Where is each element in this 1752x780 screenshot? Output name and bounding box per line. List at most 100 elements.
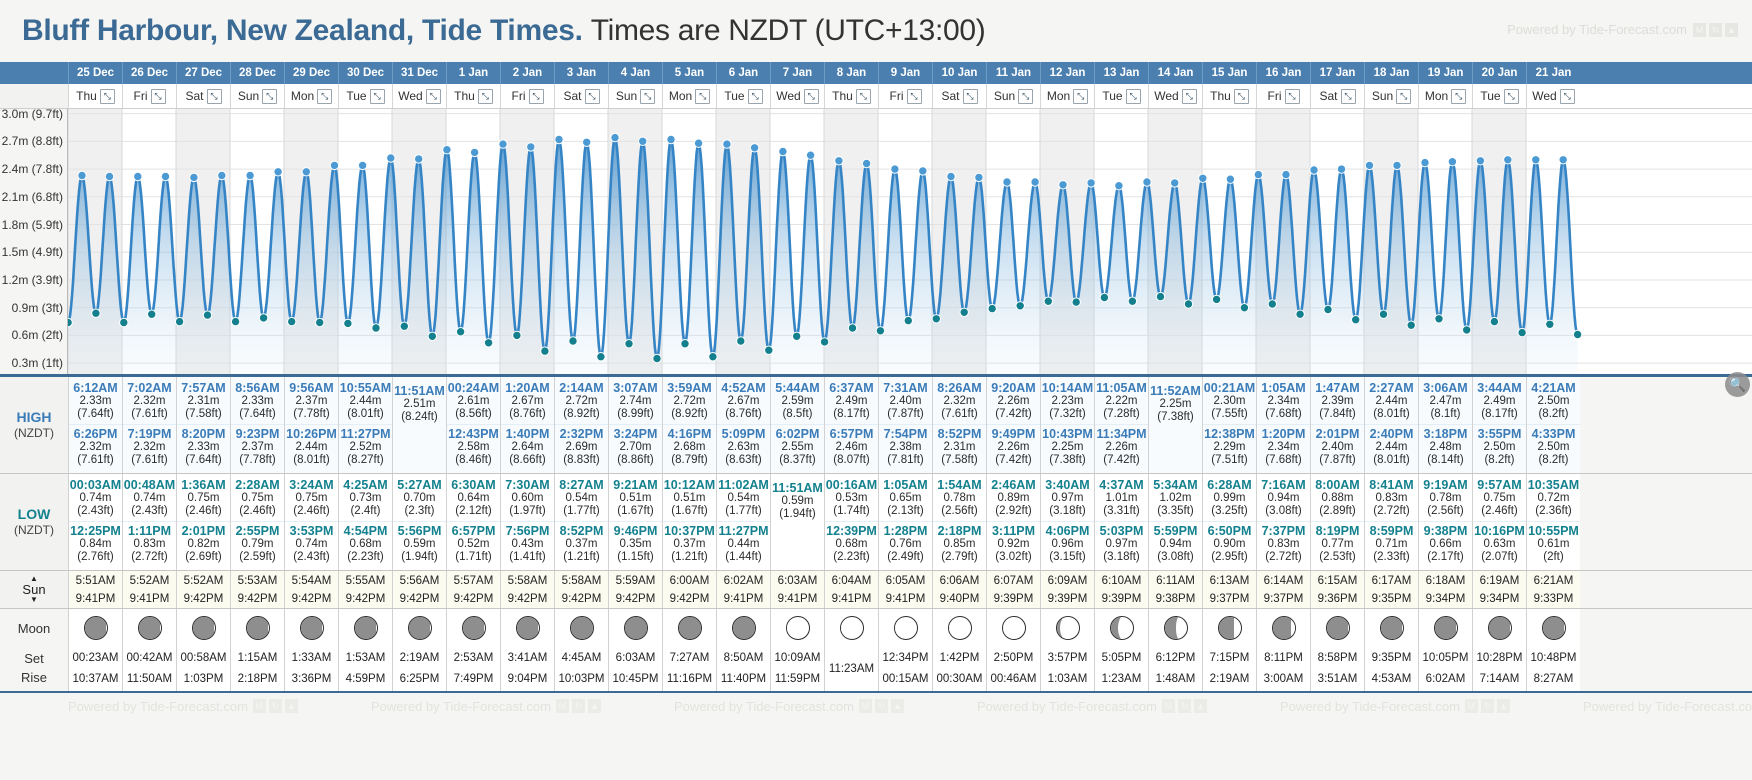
chart-plot-area[interactable] — [68, 109, 1752, 374]
high-tide-point[interactable] — [414, 154, 424, 164]
expand-icon[interactable]: ⤡ — [99, 88, 115, 104]
expand-icon[interactable]: ⤡ — [477, 88, 493, 104]
low-tide-point[interactable] — [91, 308, 101, 318]
low-tide-point[interactable] — [1517, 327, 1527, 338]
low-tide-point[interactable] — [1043, 296, 1053, 306]
low-tide-point[interactable] — [736, 336, 746, 346]
low-tide-point[interactable] — [455, 327, 466, 337]
low-tide-point[interactable] — [1267, 299, 1278, 309]
expand-icon[interactable]: ⤡ — [855, 88, 871, 104]
day-of-week-cell[interactable]: Wed ⤡ — [1148, 84, 1202, 108]
low-tide-point[interactable] — [652, 353, 662, 364]
expand-icon[interactable]: ⤡ — [803, 88, 819, 104]
high-tide-point[interactable] — [1447, 157, 1458, 167]
low-tide-point[interactable] — [847, 323, 858, 333]
low-tide-point[interactable] — [1462, 325, 1472, 335]
high-tide-point[interactable] — [778, 146, 788, 157]
high-tide-point[interactable] — [77, 170, 87, 181]
day-of-week-cell[interactable]: Thu ⤡ — [1202, 84, 1256, 108]
low-tide-point[interactable] — [343, 318, 353, 329]
low-tide-point[interactable] — [708, 352, 718, 362]
expand-icon[interactable]: ⤡ — [1125, 88, 1141, 104]
expand-icon[interactable]: ⤡ — [206, 88, 222, 104]
day-of-week-cell[interactable]: Fri ⤡ — [122, 84, 176, 108]
day-of-week-cell[interactable]: Fri ⤡ — [878, 84, 932, 108]
low-tide-point[interactable] — [596, 352, 606, 362]
high-tide-point[interactable] — [1475, 156, 1486, 166]
low-tide-point[interactable] — [1489, 316, 1500, 327]
low-tide-point[interactable] — [1015, 301, 1025, 311]
day-of-week-cell[interactable]: Fri ⤡ — [1256, 84, 1310, 108]
high-tide-point[interactable] — [357, 160, 368, 171]
low-tide-point[interactable] — [1239, 303, 1250, 313]
day-of-week-cell[interactable]: Wed ⤡ — [1526, 84, 1580, 108]
low-tide-point[interactable] — [1323, 304, 1333, 315]
low-tide-point[interactable] — [764, 345, 774, 355]
high-tide-point[interactable] — [554, 134, 564, 145]
high-tide-point[interactable] — [189, 172, 199, 183]
high-tide-point[interactable] — [1503, 155, 1513, 165]
high-tide-point[interactable] — [386, 153, 396, 163]
expand-icon[interactable]: ⤡ — [695, 88, 711, 104]
high-tide-point[interactable] — [1002, 177, 1012, 187]
day-of-week-cell[interactable]: Tue ⤡ — [338, 84, 392, 108]
low-tide-point[interactable] — [1434, 314, 1444, 324]
expand-icon[interactable]: ⤡ — [369, 88, 385, 104]
high-tide-point[interactable] — [1225, 174, 1236, 184]
low-tide-point[interactable] — [399, 321, 409, 331]
low-tide-point[interactable] — [1572, 329, 1583, 340]
low-tide-point[interactable] — [987, 303, 997, 314]
low-tide-point[interactable] — [959, 307, 969, 318]
low-tide-point[interactable] — [315, 317, 325, 328]
day-of-week-cell[interactable]: Mon ⤡ — [284, 84, 338, 108]
expand-icon[interactable]: ⤡ — [1284, 88, 1300, 104]
high-tide-point[interactable] — [749, 143, 760, 153]
expand-icon[interactable]: ⤡ — [262, 88, 278, 104]
day-of-week-cell[interactable]: Mon ⤡ — [662, 84, 716, 108]
low-tide-point[interactable] — [147, 309, 157, 319]
low-tide-point[interactable] — [512, 330, 522, 341]
expand-icon[interactable]: ⤡ — [906, 88, 922, 104]
expand-icon[interactable]: ⤡ — [962, 88, 978, 104]
day-of-week-cell[interactable]: Wed ⤡ — [392, 84, 446, 108]
high-tide-point[interactable] — [861, 158, 872, 169]
low-tide-point[interactable] — [371, 323, 381, 333]
low-tide-point[interactable] — [1183, 299, 1194, 309]
low-tide-point[interactable] — [680, 339, 690, 349]
high-tide-point[interactable] — [1336, 164, 1347, 174]
expand-icon[interactable]: ⤡ — [1018, 88, 1034, 104]
expand-icon[interactable]: ⤡ — [150, 88, 166, 104]
low-tide-point[interactable] — [819, 337, 830, 347]
high-tide-point[interactable] — [1198, 173, 1208, 184]
high-tide-point[interactable] — [834, 156, 844, 166]
high-tide-point[interactable] — [1558, 155, 1568, 165]
high-tide-point[interactable] — [1170, 178, 1180, 188]
high-tide-point[interactable] — [133, 171, 143, 182]
high-tide-point[interactable] — [1420, 157, 1430, 168]
low-tide-point[interactable] — [1071, 297, 1081, 307]
day-of-week-cell[interactable]: Sun ⤡ — [608, 84, 662, 108]
high-tide-point[interactable] — [442, 145, 452, 155]
high-tide-point[interactable] — [1281, 169, 1291, 180]
low-tide-point[interactable] — [258, 313, 269, 323]
day-of-week-cell[interactable]: Sun ⤡ — [986, 84, 1040, 108]
high-tide-point[interactable] — [273, 167, 283, 177]
expand-icon[interactable]: ⤡ — [317, 88, 333, 104]
high-tide-point[interactable] — [890, 164, 900, 174]
expand-icon[interactable]: ⤡ — [1451, 88, 1467, 104]
high-tide-point[interactable] — [805, 150, 816, 160]
day-of-week-cell[interactable]: Tue ⤡ — [1094, 84, 1148, 108]
day-of-week-cell[interactable]: Sat ⤡ — [554, 84, 608, 108]
low-tide-point[interactable] — [624, 339, 634, 349]
day-of-week-cell[interactable]: Sat ⤡ — [176, 84, 230, 108]
low-tide-point[interactable] — [875, 326, 886, 336]
day-of-week-cell[interactable]: Thu ⤡ — [68, 84, 122, 108]
high-tide-point[interactable] — [666, 134, 676, 145]
high-tide-point[interactable] — [245, 170, 255, 181]
expand-icon[interactable]: ⤡ — [1073, 88, 1089, 104]
low-tide-point[interactable] — [202, 310, 213, 320]
day-of-week-cell[interactable]: Sun ⤡ — [1364, 84, 1418, 108]
low-tide-point[interactable] — [287, 316, 297, 327]
high-tide-point[interactable] — [693, 138, 704, 148]
high-tide-point[interactable] — [1058, 180, 1068, 190]
